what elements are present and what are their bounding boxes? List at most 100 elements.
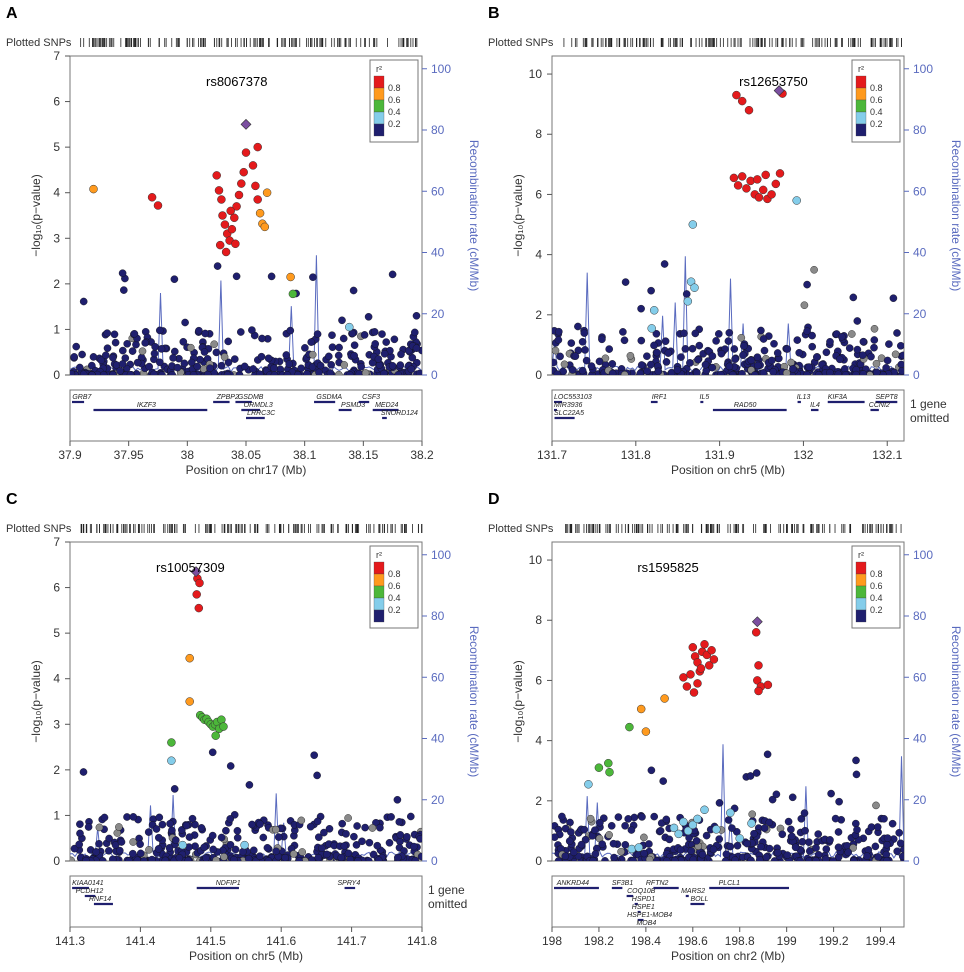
snp-point-low	[852, 756, 860, 765]
snp-point-low	[388, 270, 397, 279]
snp-point-low	[249, 365, 257, 373]
snp-point-low	[637, 361, 646, 369]
snp-point-low	[151, 342, 159, 351]
y-tick-label: 3	[53, 717, 60, 731]
legend-swatch	[855, 99, 867, 113]
snp-point-low	[294, 371, 302, 375]
gene-label: IRF1	[652, 394, 667, 401]
gene-label: ORMDL3	[244, 402, 273, 409]
gene-label: SF3B1	[612, 880, 634, 887]
snp-point-low	[601, 354, 610, 363]
snp-point-low	[313, 330, 322, 338]
y-tick-label: 4	[53, 672, 60, 686]
y-tick-label: 8	[535, 613, 542, 627]
snp-point-low	[217, 361, 226, 370]
snp-point-low	[558, 812, 566, 821]
snp-point-low	[552, 358, 558, 367]
snp-point-low	[847, 330, 856, 338]
x-axis-label: Position on chr17 (Mb)	[186, 463, 307, 477]
y2-tick-label: 60	[431, 670, 445, 684]
snp-point	[641, 727, 651, 736]
gene-label: HSPD1	[632, 896, 655, 903]
snp-point-low	[681, 345, 690, 353]
snp-point-low	[581, 346, 589, 354]
snp-point-low	[109, 855, 117, 861]
snp-point-low	[84, 823, 93, 831]
x-tick-label: 38	[181, 448, 195, 462]
snp-point-low	[617, 847, 625, 856]
snp-point-low	[717, 349, 726, 358]
x-tick-label: 198.6	[678, 934, 708, 948]
snp-point	[248, 161, 258, 170]
snp-point-low	[328, 331, 336, 340]
snp-point-low	[256, 820, 264, 828]
chart-title: rs10057309	[156, 560, 225, 575]
snp-point-low	[870, 343, 878, 352]
gene-label: KIF3A	[828, 394, 848, 401]
snp-point	[679, 673, 688, 682]
snp-point-low	[826, 836, 834, 844]
snp-point	[744, 105, 754, 115]
gene-label: SPRY4	[338, 880, 361, 887]
y-tick-label: 7	[53, 535, 60, 549]
snp-point-low	[808, 331, 816, 340]
snp-point-low	[608, 360, 617, 368]
snp-point-low	[826, 368, 834, 375]
snp-point	[751, 628, 761, 637]
snp-point-low	[129, 838, 137, 846]
snp-point	[192, 590, 201, 599]
snp-point	[227, 224, 237, 234]
snp-point-low	[105, 846, 113, 855]
snp-point-low	[79, 370, 88, 375]
panel-c: C Plotted SNPs 0 1 2 3 4 5 6 7 0 20 40 60 80 100 −log₁₀(…	[0, 486, 482, 972]
panel-letter: A	[6, 5, 18, 22]
snp-point-low	[834, 843, 843, 852]
snp-point	[237, 179, 246, 188]
snp-point	[742, 184, 751, 193]
snp-point-low	[866, 371, 874, 375]
snp-point-low	[671, 856, 679, 861]
x-tick-label: 37.9	[58, 448, 82, 462]
snp-point-low	[335, 370, 343, 375]
snp-point	[754, 193, 764, 202]
snp-point-low	[728, 371, 737, 375]
snp-point	[688, 643, 698, 652]
legend-title: r²	[858, 64, 864, 74]
snp-point-low	[410, 328, 419, 337]
y2-axis-label: Recombination rate (cM/Mb)	[467, 140, 481, 291]
snp-point	[761, 170, 770, 180]
snp-point	[712, 825, 721, 834]
legend-bin-label: 0.8	[388, 569, 401, 579]
snp-point-low	[361, 823, 369, 832]
snp-point-low	[567, 828, 575, 836]
snp-point-low	[561, 824, 570, 833]
snp-point-low	[397, 350, 405, 359]
snp-point	[241, 148, 251, 157]
snp-point-low	[662, 857, 671, 861]
snp-point-low	[608, 369, 617, 375]
snp-point	[147, 193, 157, 202]
snp-point-low	[702, 831, 711, 840]
snp-point-low	[757, 842, 765, 851]
snp-point-low	[688, 344, 697, 353]
y2-tick-label: 80	[913, 123, 927, 137]
y2-tick-label: 0	[431, 854, 438, 868]
snp-point-low	[650, 812, 658, 821]
snp-point-low	[155, 326, 164, 335]
snp-point-low	[109, 353, 117, 362]
y2-tick-label: 20	[913, 793, 927, 807]
y2-axis-label: Recombination rate (cM/Mb)	[949, 626, 963, 777]
snp-point-low	[665, 835, 674, 844]
snp-rug	[80, 524, 423, 533]
snp-point-low	[403, 832, 411, 841]
gene-label: HSPE1-MOB4	[627, 912, 672, 919]
x-tick-label: 141.7	[337, 934, 367, 948]
snp-point-low	[645, 840, 653, 848]
legend-bin-label: 0.2	[388, 119, 401, 129]
snp-point-low	[100, 813, 109, 822]
y-tick-label: 6	[535, 673, 542, 687]
r2-legend: r² 0.8 0.6 0.4 0.2	[369, 545, 419, 629]
gene-track: ANKRD44 SF3B1COQ10BHSPD1HSPE1HSPE1-MOB4MO…	[554, 880, 790, 927]
